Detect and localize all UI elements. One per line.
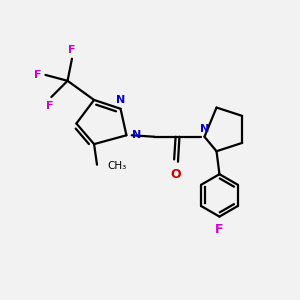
Text: N: N — [200, 124, 209, 134]
Text: F: F — [46, 100, 54, 110]
Text: N: N — [132, 130, 141, 140]
Text: F: F — [68, 45, 76, 55]
Text: F: F — [34, 70, 42, 80]
Text: CH₃: CH₃ — [107, 161, 127, 171]
Text: O: O — [170, 168, 181, 181]
Text: F: F — [215, 223, 224, 236]
Text: N: N — [116, 95, 125, 105]
